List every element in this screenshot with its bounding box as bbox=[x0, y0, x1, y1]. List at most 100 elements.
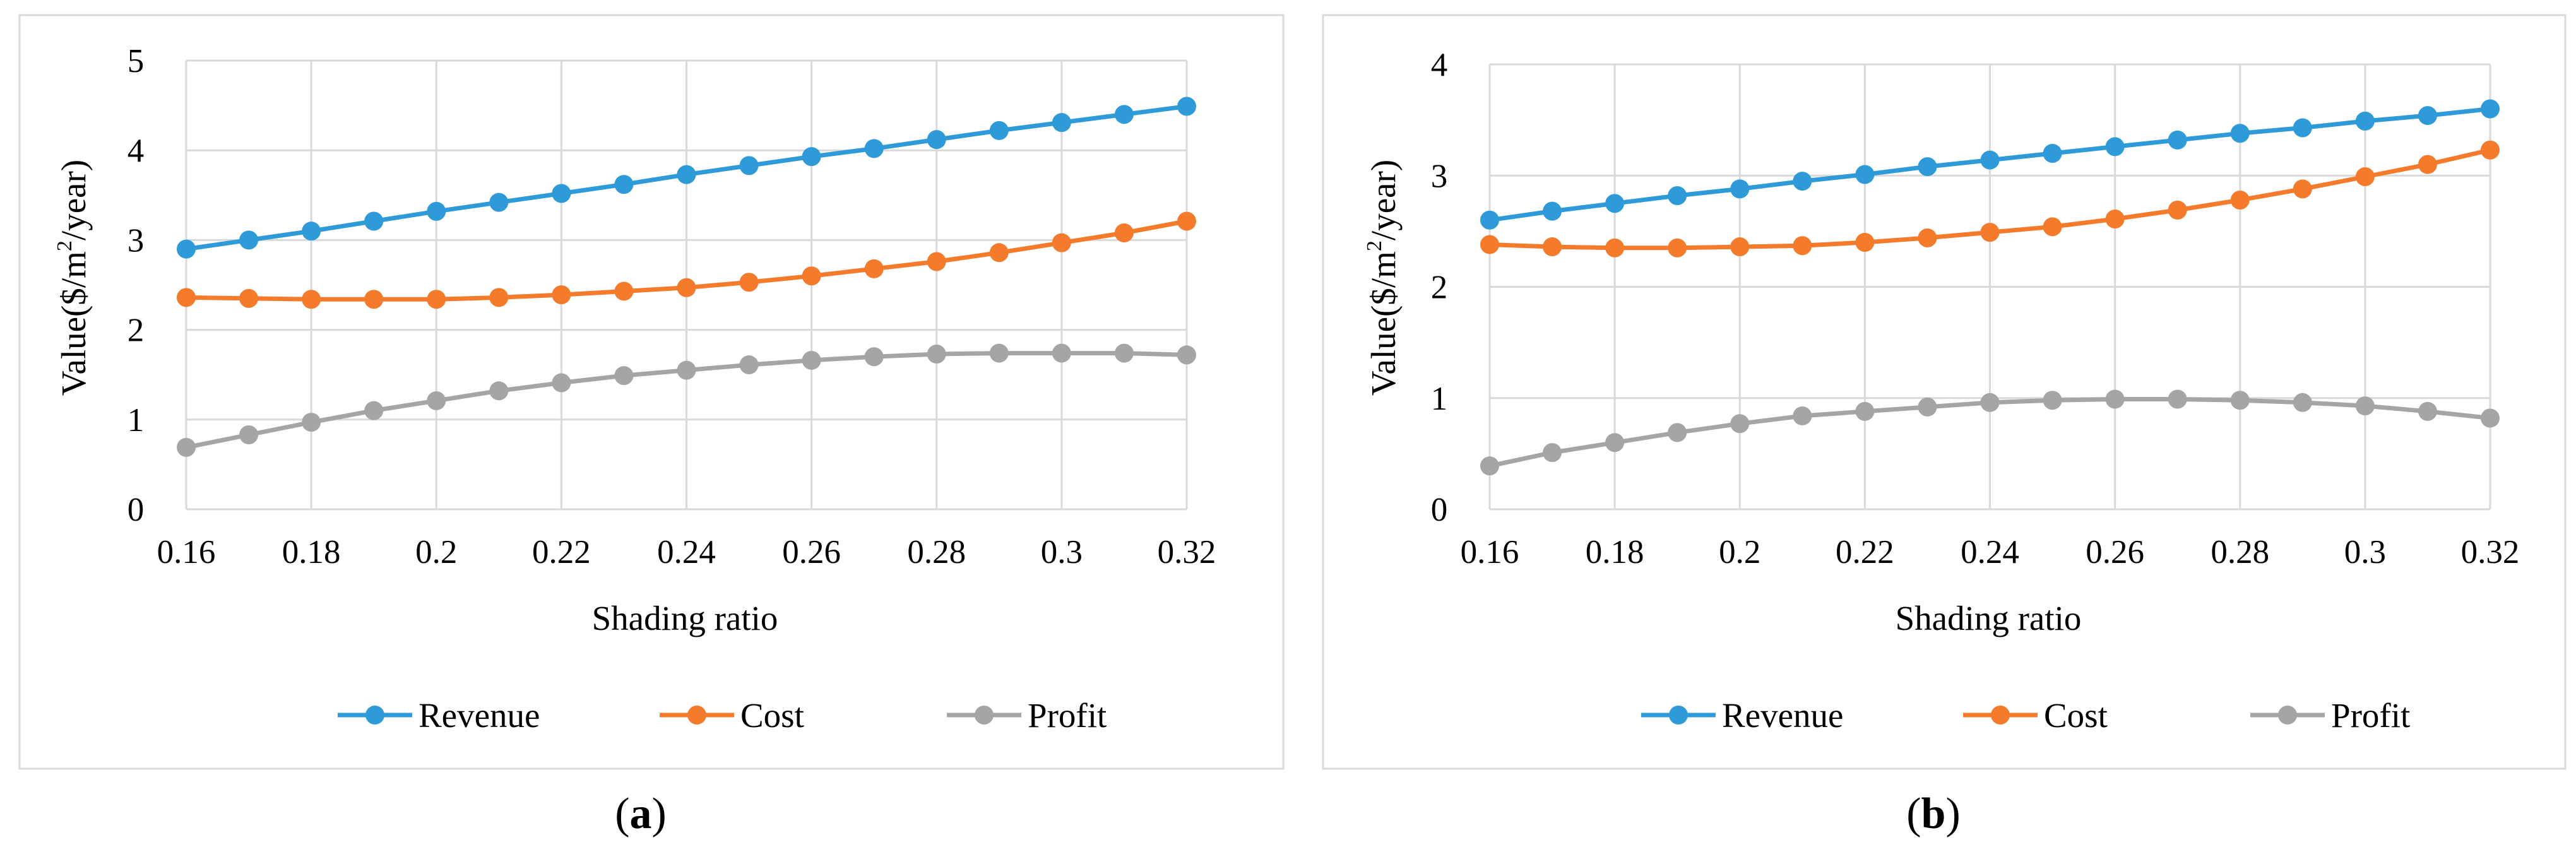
revenue-point-b bbox=[2105, 137, 2125, 157]
profit-point-b bbox=[1480, 456, 1499, 476]
chart-frame-b bbox=[1322, 14, 2567, 770]
revenue-point-a bbox=[614, 175, 634, 194]
legend-revenue-marker-a bbox=[365, 706, 384, 725]
x-tick-label-b: 0.26 bbox=[2086, 534, 2144, 571]
revenue-point-b bbox=[2293, 118, 2312, 138]
profit-point-b bbox=[2355, 396, 2375, 416]
profit-point-a bbox=[864, 347, 884, 367]
x-tick-label-a: 0.28 bbox=[907, 534, 966, 571]
revenue-point-a bbox=[802, 147, 821, 167]
profit-point-a bbox=[989, 343, 1009, 363]
revenue-point-a bbox=[302, 222, 321, 241]
profit-point-a bbox=[552, 373, 571, 393]
y-tick-label-a: 4 bbox=[128, 133, 145, 169]
x-axis-label-b: Shading ratio bbox=[1896, 599, 2082, 637]
caption-a-letter: a bbox=[630, 790, 652, 838]
cost-point-b bbox=[2418, 155, 2437, 174]
x-axis-label-a: Shading ratio bbox=[592, 599, 778, 637]
cost-point-a bbox=[1114, 223, 1134, 243]
x-tick-label-a: 0.16 bbox=[157, 534, 216, 571]
cost-point-a bbox=[802, 266, 821, 286]
profit-point-a bbox=[302, 413, 321, 432]
profit-point-b bbox=[1855, 401, 1875, 421]
profit-point-a bbox=[677, 360, 696, 380]
cost-point-a bbox=[177, 288, 196, 307]
cost-point-b bbox=[1668, 238, 1687, 257]
revenue-point-b bbox=[2355, 111, 2375, 131]
cost-point-a bbox=[614, 281, 634, 301]
cost-point-b bbox=[1543, 237, 1562, 257]
chart-panel-a: 0 1 2 3 4 5 0.16 0.18 0.2 0.22 0.24 0.26 0.28 0.3 0.32… bbox=[18, 14, 1285, 770]
cost-point-b bbox=[2481, 140, 2500, 160]
legend-profit-label-b: Profit bbox=[2331, 696, 2410, 735]
cost-point-a bbox=[739, 273, 759, 292]
revenue-point-b bbox=[1918, 157, 1937, 177]
cost-point-b bbox=[1480, 235, 1499, 254]
cost-point-b bbox=[1855, 233, 1875, 252]
revenue-point-b bbox=[1543, 201, 1562, 221]
profit-point-b bbox=[2043, 391, 2062, 410]
profit-point-a bbox=[739, 355, 759, 375]
cost-point-a bbox=[677, 278, 696, 297]
cost-point-b bbox=[1730, 237, 1750, 257]
revenue-point-b bbox=[1668, 186, 1687, 205]
revenue-point-a bbox=[177, 239, 196, 259]
revenue-point-b bbox=[2481, 99, 2500, 119]
revenue-point-a bbox=[364, 211, 384, 231]
x-tick-label-b: 0.3 bbox=[2344, 534, 2386, 571]
cost-point-a bbox=[489, 288, 509, 307]
revenue-point-b bbox=[1793, 172, 1812, 191]
cost-point-a bbox=[1052, 233, 1071, 252]
revenue-point-a bbox=[1177, 97, 1196, 116]
caption-b-letter: b bbox=[1921, 790, 1946, 838]
revenue-point-b bbox=[2168, 130, 2187, 150]
legend-profit-label-a: Profit bbox=[1028, 696, 1107, 735]
y-tick-label-b: 4 bbox=[1431, 47, 1448, 83]
profit-point-b bbox=[1605, 433, 1625, 453]
legend-cost-label-a: Cost bbox=[740, 696, 804, 735]
y-tick-label-a: 5 bbox=[128, 43, 145, 80]
revenue-point-a bbox=[239, 230, 259, 250]
x-tick-label-a: 0.26 bbox=[782, 534, 841, 571]
cost-point-b bbox=[2043, 217, 2062, 237]
x-tick-label-a: 0.24 bbox=[657, 534, 716, 571]
profit-point-a bbox=[427, 391, 446, 410]
profit-point-a bbox=[1114, 343, 1134, 363]
cost-point-a bbox=[989, 243, 1009, 263]
revenue-point-a bbox=[927, 130, 946, 150]
legend-revenue-marker-b bbox=[1669, 706, 1688, 725]
profit-point-b bbox=[1793, 406, 1812, 425]
cost-point-a bbox=[1177, 211, 1196, 231]
cost-point-b bbox=[1793, 236, 1812, 256]
x-tick-label-b: 0.16 bbox=[1461, 534, 1519, 571]
revenue-point-b bbox=[1730, 179, 1750, 199]
revenue-point-a bbox=[864, 139, 884, 158]
y-tick-label-a: 2 bbox=[128, 312, 145, 349]
caption-a: (a) bbox=[615, 790, 667, 838]
revenue-point-b bbox=[2230, 124, 2250, 143]
legend-cost-marker-b bbox=[1991, 706, 2010, 725]
cost-point-b bbox=[2355, 167, 2375, 187]
revenue-point-a bbox=[1114, 105, 1134, 124]
profit-point-b bbox=[2230, 391, 2250, 410]
chart-frame-a bbox=[18, 14, 1285, 770]
revenue-point-a bbox=[489, 192, 509, 212]
profit-point-b bbox=[2418, 401, 2437, 421]
x-tick-label-a: 0.2 bbox=[415, 534, 457, 571]
cost-point-a bbox=[427, 290, 446, 309]
y-axis-label-text-a: Value($/m bbox=[54, 251, 93, 396]
revenue-point-a bbox=[989, 121, 1009, 140]
y-tick-label-a: 0 bbox=[128, 492, 145, 528]
y-axis-label-a: Value($/m2/year) bbox=[53, 160, 93, 396]
profit-point-b bbox=[1668, 423, 1687, 442]
profit-point-b bbox=[1918, 397, 1937, 417]
x-tick-label-a: 0.3 bbox=[1041, 534, 1083, 571]
cost-point-a bbox=[552, 285, 571, 305]
y-axis-label-b: Value($/m2/year) bbox=[1363, 160, 1403, 396]
cost-point-b bbox=[2168, 200, 2187, 220]
revenue-point-b bbox=[1480, 210, 1499, 230]
x-tick-label-a: 0.18 bbox=[282, 534, 341, 571]
y-axis-label-unit-a: /year) bbox=[54, 160, 93, 240]
